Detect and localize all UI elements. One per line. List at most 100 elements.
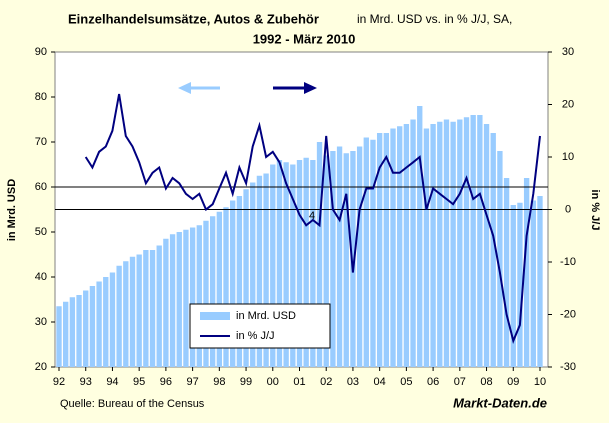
- x-tick-label: 96: [160, 376, 172, 388]
- bar: [383, 133, 390, 367]
- x-tick-label: 92: [53, 376, 65, 388]
- bar: [56, 306, 62, 367]
- bar: [423, 128, 430, 367]
- x-tick-label: 07: [454, 376, 466, 388]
- bar: [236, 196, 243, 367]
- bar: [256, 175, 263, 367]
- x-tick-label: 04: [374, 376, 386, 388]
- bar: [243, 189, 249, 367]
- bar: [169, 234, 176, 367]
- y-axis-label: in Mrd. USD: [6, 179, 18, 241]
- bar: [410, 119, 416, 367]
- x-tick-label: 00: [267, 376, 279, 388]
- bar: [143, 250, 149, 367]
- y-tick-label: 30: [35, 316, 47, 328]
- x-tick-label: 94: [106, 376, 118, 388]
- bar: [430, 124, 436, 367]
- bar: [183, 229, 189, 367]
- y-tick-label: 90: [35, 46, 47, 58]
- bar: [290, 164, 296, 367]
- x-tick-label: 97: [186, 376, 198, 388]
- x-tick-label: 95: [133, 376, 145, 388]
- x-tick-label: 06: [427, 376, 439, 388]
- y2-tick-label: 30: [562, 46, 574, 58]
- bar: [223, 207, 229, 367]
- bar: [203, 220, 209, 367]
- bar: [310, 160, 316, 367]
- bar: [417, 106, 423, 367]
- bar: [230, 200, 236, 367]
- arrows: [178, 82, 317, 94]
- bar: [176, 232, 182, 367]
- y2-tick-label: 10: [562, 151, 574, 163]
- bar: [136, 254, 142, 367]
- y2-tick-label: 0: [565, 203, 571, 215]
- x-tick-label: 01: [293, 376, 305, 388]
- bar: [76, 295, 82, 367]
- legend-box: [189, 303, 331, 349]
- bar: [156, 245, 162, 367]
- bar: [296, 160, 303, 367]
- bar: [316, 142, 323, 367]
- bar: [149, 250, 156, 367]
- bar: [370, 139, 376, 367]
- y2-tick-label: 20: [562, 98, 574, 110]
- bar: [196, 225, 202, 367]
- legend-label: in % J/J: [236, 330, 275, 342]
- bar: [397, 126, 403, 367]
- bar: [276, 160, 283, 367]
- y2-tick-label: -30: [560, 361, 576, 373]
- x-tick-label: 03: [347, 376, 359, 388]
- bar: [163, 238, 169, 367]
- bar: [129, 256, 136, 367]
- x-tick-label: 09: [507, 376, 519, 388]
- bar: [69, 297, 76, 367]
- brand: Markt-Daten.de: [453, 395, 547, 410]
- bar: [450, 121, 456, 367]
- legend-label: in Mrd. USD: [236, 310, 296, 322]
- y2-axis-label: in % J/J: [589, 190, 601, 231]
- x-tick-label: 05: [400, 376, 412, 388]
- bar: [323, 155, 329, 367]
- y-tick-label: 80: [35, 91, 47, 103]
- bar: [363, 137, 369, 367]
- bar: [63, 301, 69, 367]
- bar: [490, 133, 496, 367]
- x-tick-label: 10: [534, 376, 546, 388]
- bar: [83, 290, 89, 367]
- line: [84, 93, 541, 344]
- bar: [443, 119, 450, 367]
- bar: [89, 286, 96, 367]
- bar: [463, 117, 470, 367]
- bar: [263, 173, 269, 367]
- bar: [216, 211, 223, 367]
- y2-tick-label: -10: [560, 256, 576, 268]
- legend: in Mrd. USD in % J/J: [189, 303, 331, 349]
- bar: [497, 151, 503, 367]
- bar: [403, 124, 410, 367]
- source: Quelle: Bureau of the Census: [60, 398, 205, 410]
- bar: [303, 157, 309, 367]
- bar: [503, 178, 510, 367]
- annotation: 4: [309, 210, 315, 222]
- bar: [530, 200, 536, 367]
- legend-swatch: [200, 312, 230, 320]
- bar: [517, 202, 523, 367]
- bar: [510, 205, 516, 367]
- bar: [96, 281, 102, 367]
- subtitle: 1992 - März 2010: [253, 31, 356, 46]
- bar: [189, 227, 196, 367]
- bar: [109, 272, 116, 367]
- bar: [270, 164, 276, 367]
- x-tick-label: 98: [213, 376, 225, 388]
- bar: [250, 182, 256, 367]
- bar: [330, 151, 336, 367]
- y-tick-label: 60: [35, 181, 47, 193]
- y-tick-label: 40: [35, 271, 47, 283]
- x-tick-label: 02: [320, 376, 332, 388]
- y-tick-label: 70: [35, 136, 47, 148]
- bar: [350, 151, 356, 367]
- bar: [390, 128, 396, 367]
- bar: [123, 261, 129, 367]
